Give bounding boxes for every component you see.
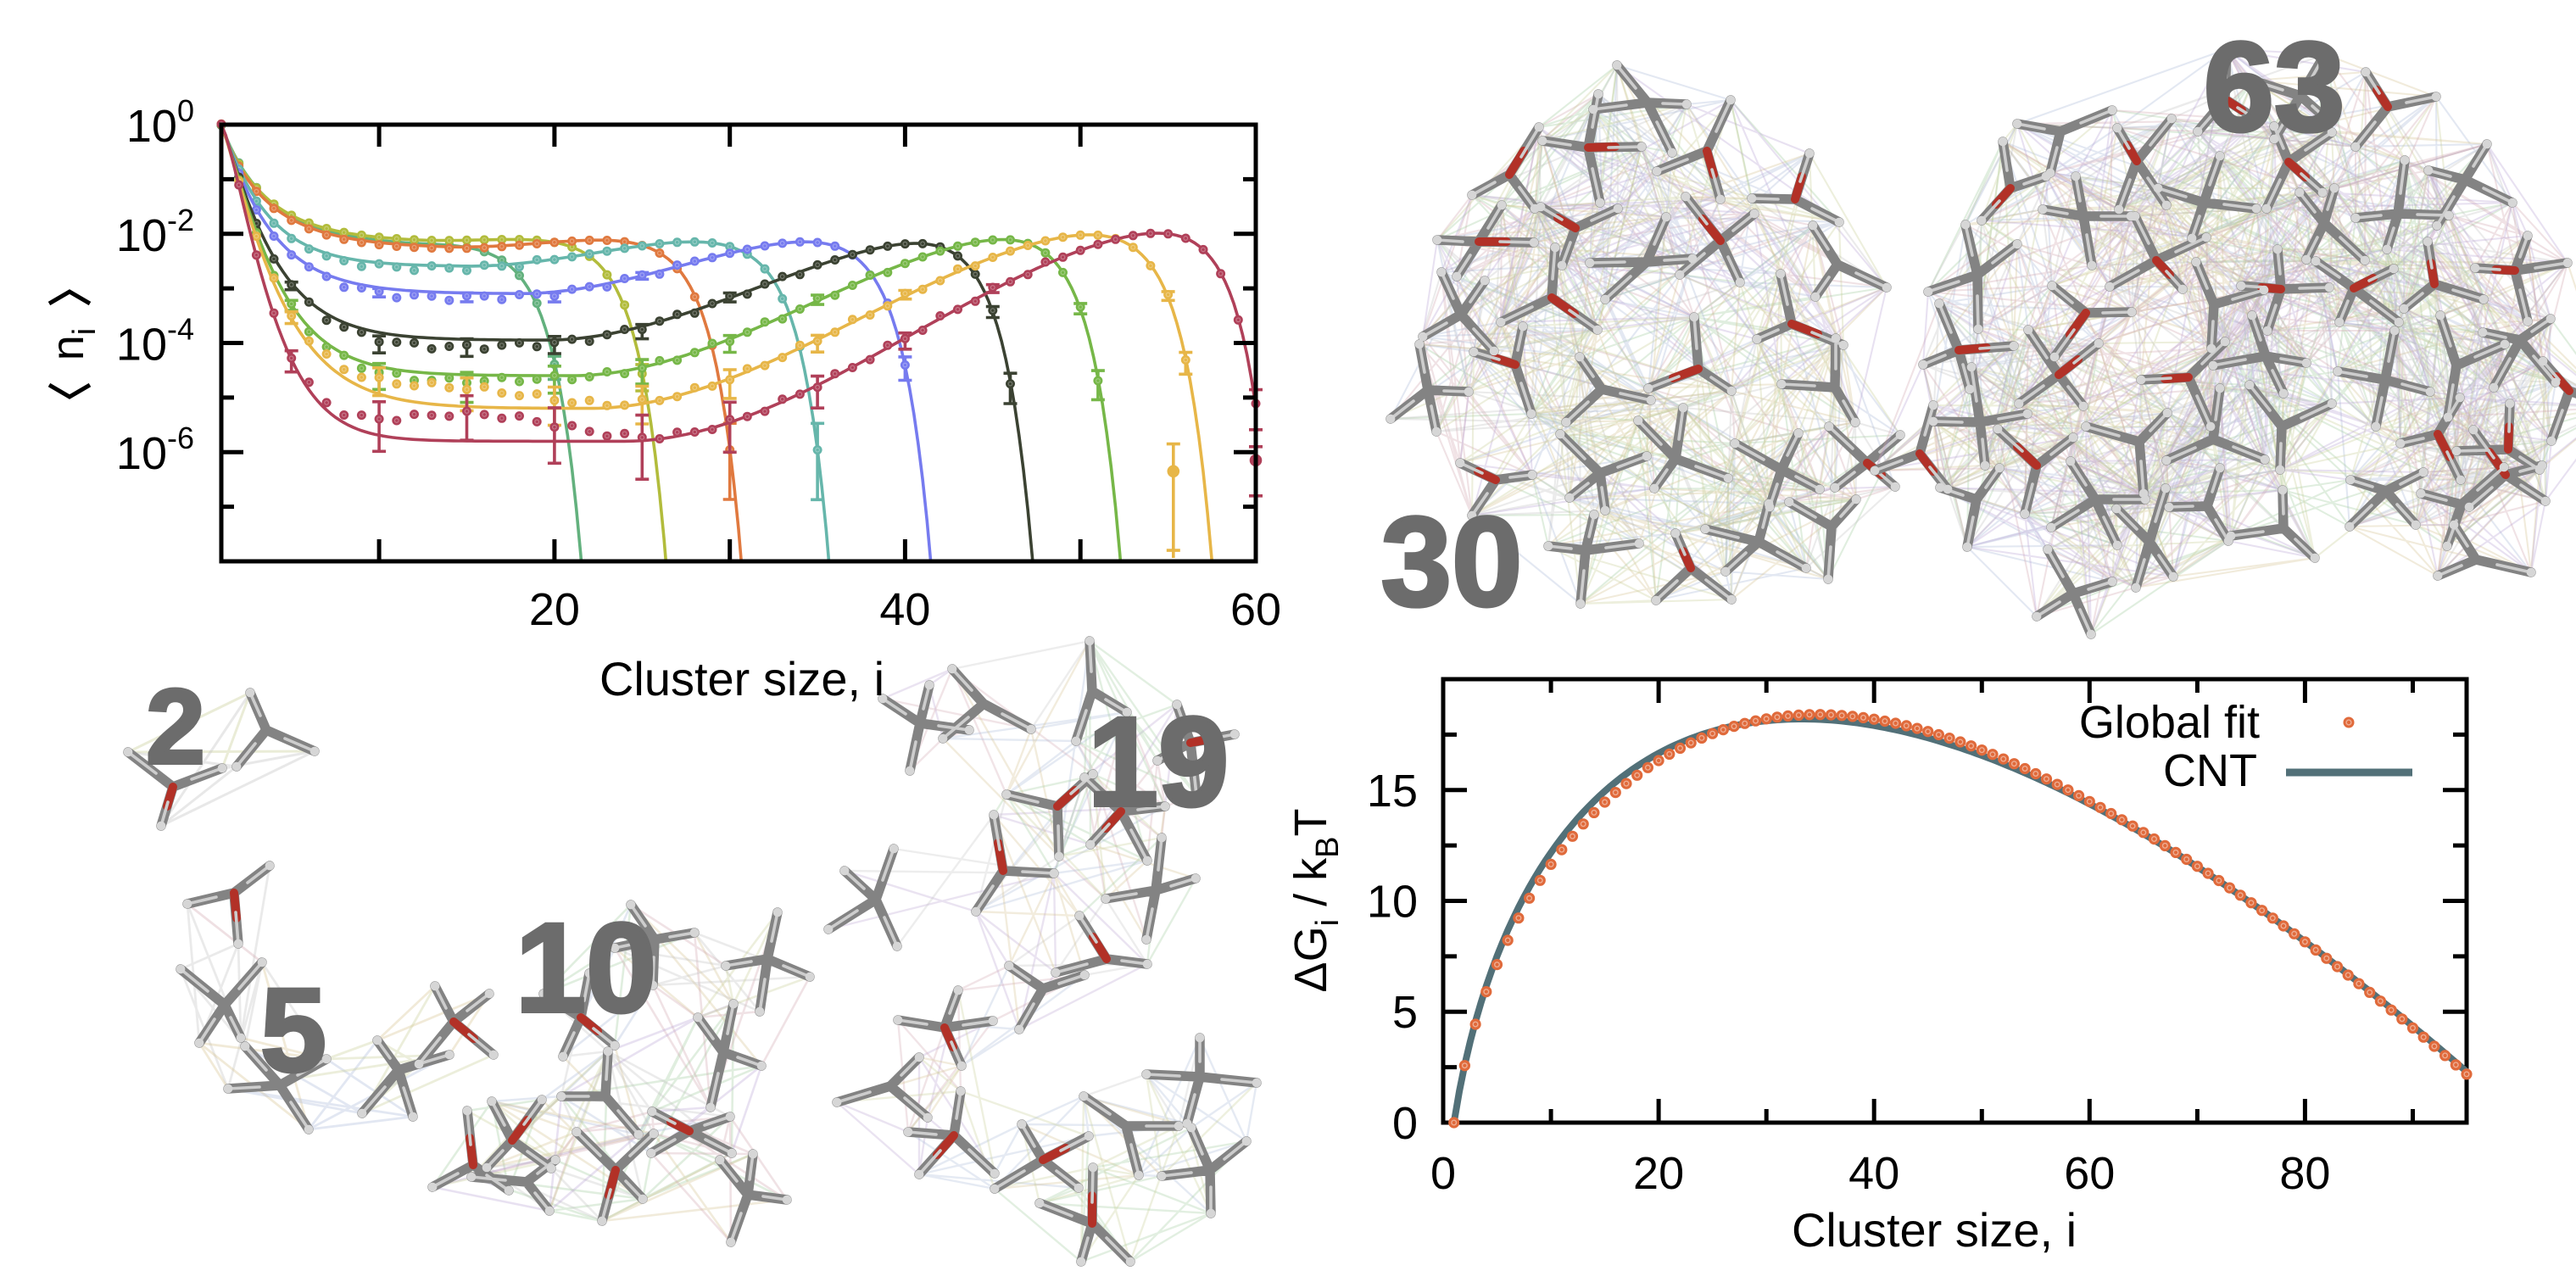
svg-text:2: 2 <box>146 668 205 786</box>
svg-text:19: 19 <box>1088 690 1229 833</box>
svg-text:0: 0 <box>1430 1148 1456 1199</box>
svg-text:0: 0 <box>1392 1098 1418 1149</box>
svg-text:60: 60 <box>2064 1148 2115 1199</box>
svg-text:Cluster size, i: Cluster size, i <box>599 652 884 705</box>
svg-text:5: 5 <box>1392 987 1418 1038</box>
svg-text:20: 20 <box>529 584 580 635</box>
svg-text:40: 40 <box>1848 1148 1899 1199</box>
svg-text:20: 20 <box>1633 1148 1684 1199</box>
svg-text:40: 40 <box>879 584 930 635</box>
svg-text:10: 10 <box>1367 877 1418 928</box>
svg-text:Global fit: Global fit <box>2079 697 2260 748</box>
svg-text:10: 10 <box>516 896 657 1039</box>
svg-text:80: 80 <box>2279 1148 2330 1199</box>
svg-text:15: 15 <box>1367 766 1418 817</box>
svg-text:63: 63 <box>2204 15 2345 158</box>
svg-text:60: 60 <box>1230 584 1281 635</box>
svg-text:Cluster size, i: Cluster size, i <box>1792 1203 2077 1257</box>
svg-text:CNT: CNT <box>2163 745 2257 796</box>
svg-text:5: 5 <box>260 963 326 1096</box>
svg-text:30: 30 <box>1381 490 1523 633</box>
